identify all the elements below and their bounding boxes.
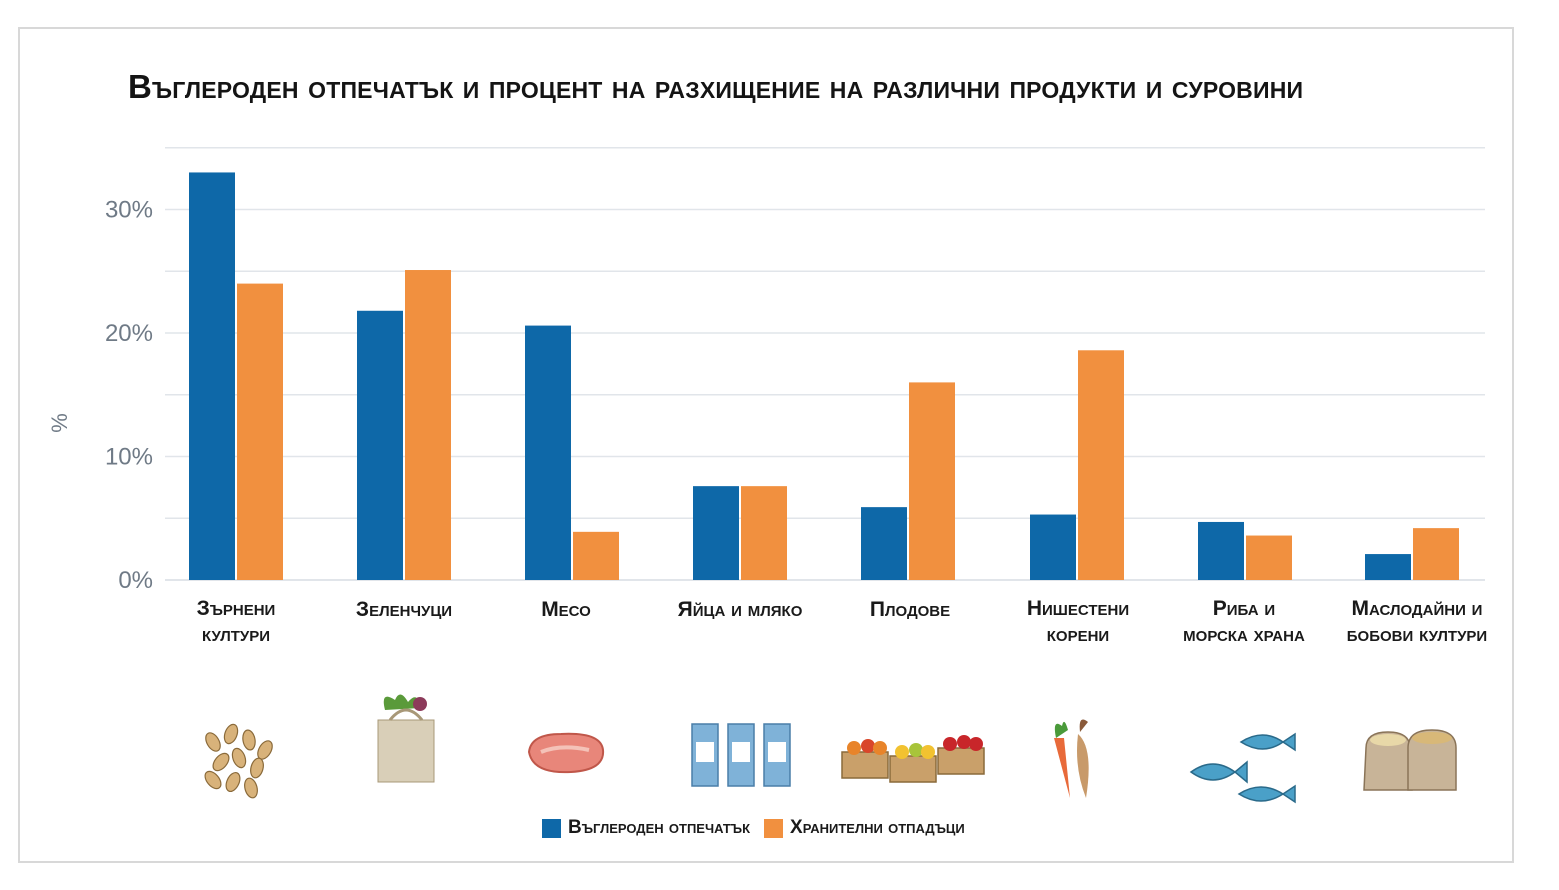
category-label: Плодове	[810, 597, 1010, 623]
bar-food-waste	[237, 283, 283, 580]
legend-swatch-carbon	[542, 818, 561, 838]
legend-label-carbon: Въглероден отпечатък	[568, 817, 751, 838]
category-label: Зеленчуци	[304, 597, 504, 623]
milk-cartons-icon	[686, 712, 796, 797]
legend-swatch-waste	[764, 818, 784, 838]
grain-icon	[193, 712, 283, 807]
legend-label-waste: Хранителни отпадъци	[790, 817, 965, 838]
bar-carbon-footprint	[525, 325, 571, 580]
bar-carbon-footprint	[1365, 554, 1411, 580]
category-label-line: бобови култури	[1346, 623, 1488, 646]
y-tick-label: 20%	[105, 320, 153, 347]
legend-item-carbon: Въглероден отпечатък	[542, 817, 750, 839]
bar-food-waste	[741, 486, 787, 580]
sacks-icon	[1360, 718, 1460, 803]
bar-food-waste	[1413, 528, 1459, 580]
category-label: Яйца и мляко	[640, 597, 840, 623]
vegetable-bag-icon	[360, 690, 450, 795]
bar-food-waste	[1078, 350, 1124, 580]
y-tick-label: 30%	[105, 197, 153, 224]
y-tick-label: 0%	[118, 567, 153, 594]
y-tick-label: 10%	[105, 444, 153, 471]
category-label-line: морска храна	[1183, 623, 1305, 646]
category-label-line: корени	[1046, 623, 1110, 646]
category-label-line: Риба и	[1212, 597, 1276, 620]
bar-carbon-footprint	[189, 172, 235, 580]
bar-food-waste	[1246, 535, 1292, 580]
bar-carbon-footprint	[861, 507, 907, 580]
category-label-line: Зърнени	[196, 597, 276, 620]
bar-carbon-footprint	[357, 310, 403, 580]
category-label: Нишестени корени	[978, 596, 1178, 648]
fruit-crates-icon	[838, 718, 988, 793]
category-label-line: Плодове	[869, 598, 951, 621]
legend-item-waste: Хранителни отпадъци	[764, 817, 965, 839]
fish-icon	[1183, 722, 1303, 817]
bar-carbon-footprint	[693, 486, 739, 580]
bar-food-waste	[405, 270, 451, 580]
category-label-line: Нишестени	[1026, 597, 1130, 620]
legend: Въглероден отпечатък Хранителни отпадъци	[542, 814, 979, 842]
category-label: Маслодайни и бобови култури	[1317, 596, 1517, 648]
bar-carbon-footprint	[1198, 521, 1244, 580]
bar-food-waste	[909, 382, 955, 580]
category-label-line: Зеленчуци	[355, 598, 453, 621]
bar-carbon-footprint	[1030, 514, 1076, 580]
category-label-line: Маслодайни и	[1351, 597, 1483, 620]
category-label: Зърнени култури	[136, 596, 336, 648]
meat-icon	[521, 722, 611, 787]
category-label: Риба и морска храна	[1144, 596, 1344, 648]
category-label-line: Месо	[541, 598, 591, 621]
carrot-root-icon	[1034, 708, 1114, 813]
category-label-line: култури	[201, 623, 271, 646]
category-label-line: Яйца и мляко	[677, 598, 803, 621]
bar-food-waste	[573, 531, 619, 580]
category-label: Месо	[466, 597, 666, 623]
chart-title: Въглероден отпечатък и процент на разхищ…	[128, 68, 1304, 105]
